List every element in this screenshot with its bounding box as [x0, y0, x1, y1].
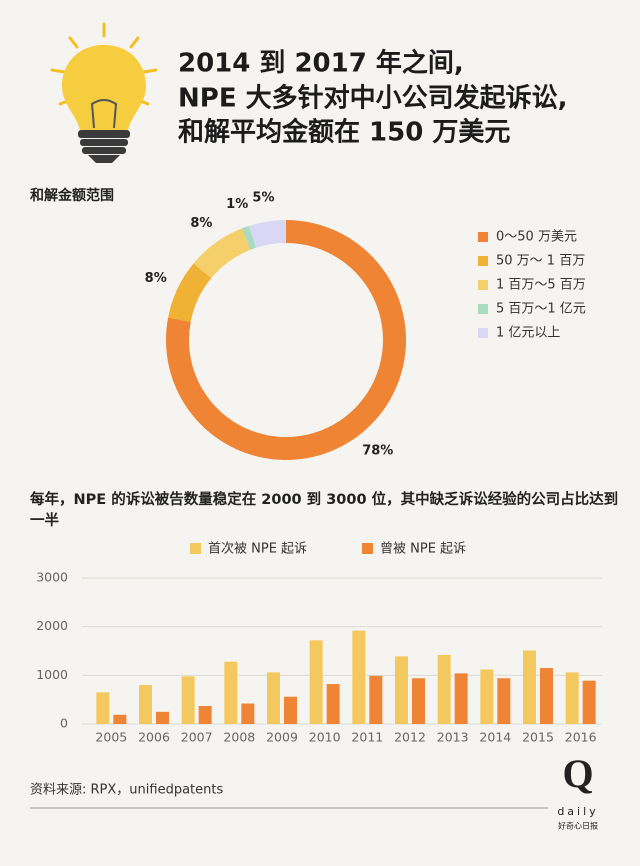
legend-swatch — [362, 543, 373, 554]
x-tick-label: 2014 — [479, 730, 511, 745]
legend-label: 0～50 万美元 — [496, 230, 577, 245]
bar — [326, 684, 340, 724]
bar — [224, 661, 238, 724]
y-tick-label: 3000 — [36, 570, 68, 585]
logo-name: 好奇心日报 — [558, 821, 598, 831]
chart-title: 每年，NPE 的诉讼被告数量稳定在 2000 到 3000 位，其中缺乏诉讼经验… — [30, 492, 619, 529]
bar — [241, 703, 255, 724]
bar — [523, 650, 536, 724]
header-title: 和解平均金额在 150 万美元 — [178, 117, 510, 148]
x-tick-label: 2006 — [138, 730, 170, 745]
bar — [540, 668, 553, 724]
legend-label: 5 百万～1 亿元 — [496, 302, 586, 317]
legend-swatch — [478, 280, 488, 290]
x-tick-label: 2008 — [223, 730, 255, 745]
data-label: 8% — [190, 216, 212, 231]
legend-label: 50 万～ 1 百万 — [496, 254, 585, 269]
data-label: 8% — [145, 271, 167, 286]
logo: Q — [562, 751, 593, 796]
bar — [198, 705, 212, 724]
bar — [565, 672, 579, 724]
bar — [156, 711, 169, 724]
legend-label: 首次被 NPE 起诉 — [208, 541, 307, 557]
bar — [480, 669, 494, 724]
x-tick-label: 2007 — [181, 730, 213, 745]
bar — [309, 640, 323, 724]
legend-label: 1 百万～5 百万 — [496, 278, 586, 293]
bar — [352, 630, 366, 724]
bar — [284, 696, 297, 724]
bar — [582, 680, 596, 724]
pie-slice — [248, 220, 286, 248]
legend-label: 1 亿元以上 — [496, 326, 560, 341]
bar — [139, 685, 152, 724]
x-tick-label: 2013 — [437, 730, 469, 745]
data-label: 5% — [252, 190, 274, 205]
legend-swatch — [190, 543, 201, 554]
legend-swatch — [478, 304, 488, 314]
y-tick-label: 0 — [60, 716, 68, 731]
bar — [437, 654, 451, 724]
x-tick-label: 2015 — [522, 730, 554, 745]
legend-swatch — [478, 232, 488, 242]
header-title: 2014 到 2017 年之间, — [178, 48, 464, 79]
bar — [181, 676, 195, 724]
bar — [96, 692, 110, 724]
x-tick-label: 2012 — [394, 730, 426, 745]
x-tick-label: 2016 — [565, 730, 597, 745]
source: 资料来源: RPX，unifiedpatents — [30, 783, 223, 798]
bar — [412, 678, 425, 724]
bar — [395, 656, 408, 724]
pie-slice — [241, 225, 257, 250]
x-tick-label: 2011 — [351, 730, 383, 745]
x-tick-label: 2005 — [95, 730, 127, 745]
bar — [113, 714, 127, 724]
pie-slice — [168, 263, 212, 322]
x-tick-label: 2010 — [309, 730, 341, 745]
y-tick-label: 2000 — [36, 618, 68, 633]
pie-slice — [193, 228, 251, 279]
bar — [267, 672, 280, 724]
legend-swatch — [478, 328, 488, 338]
data-label: 78% — [362, 443, 393, 458]
bar — [369, 675, 383, 724]
bar — [454, 673, 468, 724]
legend-label: 曾被 NPE 起诉 — [380, 542, 466, 557]
bar — [497, 678, 511, 724]
logo-word: daily — [557, 805, 598, 818]
y-tick-label: 1000 — [36, 667, 68, 682]
header-title: NPE 大多针对中小公司发起诉讼, — [178, 83, 568, 114]
data-label: 1% — [226, 197, 248, 212]
legend-swatch — [478, 256, 488, 266]
bulb-icon — [50, 22, 158, 163]
chart-title: 和解金额范围 — [30, 187, 114, 204]
x-tick-label: 2009 — [266, 730, 298, 745]
